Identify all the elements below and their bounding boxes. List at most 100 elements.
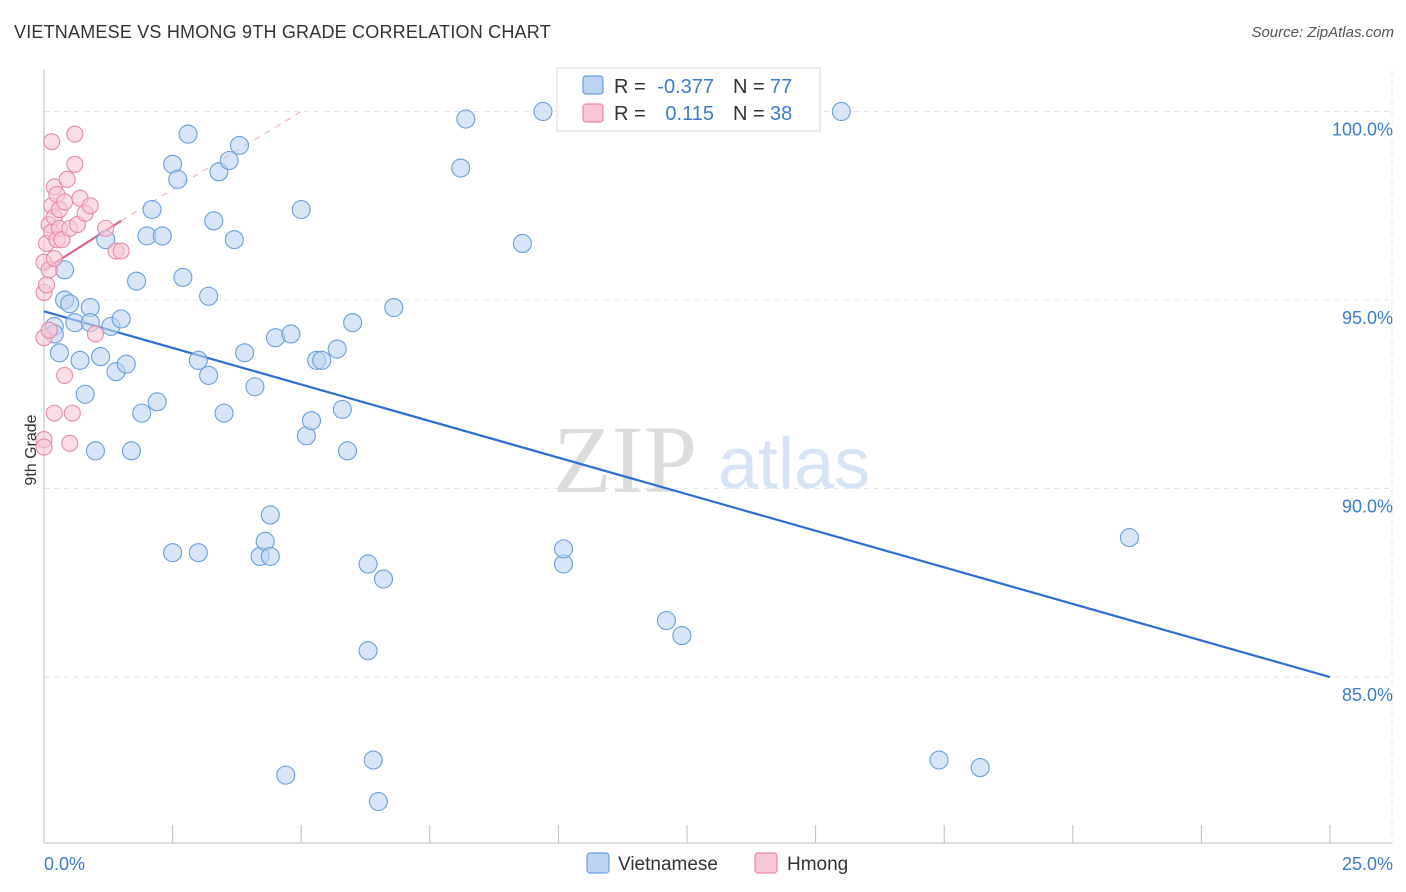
axes [43,70,1392,844]
point-vietnamese-51 [301,411,322,431]
point-vietnamese-40 [235,343,255,363]
point-vietnamese-22 [142,199,162,220]
point-vietnamese-56 [337,441,358,461]
point-vietnamese-28 [173,267,193,287]
point-vietnamese-24 [152,226,172,246]
point-vietnamese-59 [358,641,378,661]
point-vietnamese-33 [199,365,219,385]
point-vietnamese-64 [451,158,471,178]
trend-line-vietnamese [43,310,1331,679]
point-vietnamese-30 [188,543,208,563]
point-vietnamese-19 [127,271,147,291]
point-hmong-37 [112,242,130,260]
point-vietnamese-5 [60,294,80,314]
series-legend-swatch-hmong [754,852,778,874]
point-hmong-9 [40,321,58,339]
point-vietnamese-9 [75,384,95,404]
point-vietnamese-16 [111,309,131,329]
point-hmong-6 [38,276,56,294]
legend-r-label-0: R = [614,76,646,98]
watermark-atlas: atlas [718,424,870,504]
point-vietnamese-11 [85,441,105,461]
point-vietnamese-69 [553,539,574,559]
legend-n-value-1: 38 [770,103,792,125]
point-vietnamese-74 [970,758,990,778]
point-hmong-23 [56,366,74,384]
point-vietnamese-29 [178,124,198,144]
y-tick-labels: 100.0% 95.0% 90.0% 85.0% [1332,119,1393,705]
point-vietnamese-66 [512,233,532,254]
series-legend-label-hmong: Hmong [787,854,848,875]
point-vietnamese-7 [70,350,90,370]
x-tick-label-1: 25.0% [1342,854,1393,874]
point-vietnamese-71 [672,626,692,646]
legend-n-label-1: N = [733,103,765,125]
point-vietnamese-38 [224,230,244,250]
point-vietnamese-2 [49,343,69,363]
series-legend-swatch-vietnamese [586,852,610,874]
point-vietnamese-54 [327,339,347,359]
point-hmong-4 [35,438,53,456]
point-hmong-26 [61,434,79,452]
point-vietnamese-39 [229,135,250,155]
point-hmong-28 [66,155,84,173]
point-vietnamese-53 [312,350,332,370]
series-legend: Vietnamese Hmong [586,852,848,875]
point-hmong-22 [56,193,74,211]
point-vietnamese-36 [214,403,234,423]
point-hmong-29 [66,125,84,143]
point-vietnamese-72 [831,101,851,122]
point-vietnamese-31 [188,350,208,370]
point-vietnamese-75 [1119,528,1139,548]
y-tick-label-3: 85.0% [1342,685,1393,705]
point-hmong-27 [63,404,81,422]
legend-n-label-0: N = [733,76,765,98]
point-vietnamese-37 [219,150,239,171]
point-vietnamese-41 [245,377,265,397]
point-vietnamese-48 [281,324,301,344]
point-vietnamese-73 [929,750,949,770]
trend-lines [43,111,1331,679]
point-vietnamese-44 [260,546,280,566]
point-vietnamese-49 [291,199,311,220]
chart-title: VIETNAMESE VS HMONG 9TH GRADE CORRELATIO… [14,22,551,42]
point-hmong-34 [86,325,104,343]
point-vietnamese-45 [260,505,280,525]
series-legend-label-vietnamese: Vietnamese [618,854,718,875]
point-vietnamese-70 [656,610,676,631]
point-vietnamese-27 [168,169,188,189]
y-axis-label: 9th Grade [23,414,40,485]
point-hmong-33 [81,197,99,215]
point-vietnamese-63 [384,298,404,318]
watermark: ZIP atlas [553,406,870,513]
point-vietnamese-20 [132,403,152,423]
point-hmong-10 [43,133,61,151]
point-vietnamese-34 [204,211,224,231]
watermark-zip: ZIP [553,406,697,513]
legend-swatch-vietnamese [582,75,604,95]
legend-r-label-1: R = [614,103,646,125]
point-hmong-35 [97,219,115,237]
point-vietnamese-58 [358,554,378,574]
point-hmong-24 [58,170,76,188]
x-tick-label-0: 0.0% [44,854,85,874]
point-vietnamese-60 [363,750,383,770]
y-tick-label-0: 100.0% [1332,119,1393,139]
point-vietnamese-55 [332,399,352,419]
point-hmong-16 [45,404,63,422]
point-vietnamese-67 [533,101,553,122]
point-vietnamese-47 [276,765,296,785]
y-tick-label-2: 90.0% [1342,497,1393,517]
point-vietnamese-23 [147,392,167,412]
point-vietnamese-62 [373,569,394,589]
legend-r-value-0: -0.377 [657,76,714,98]
point-vietnamese-61 [368,791,388,812]
legend-r-value-1: 0.115 [665,103,714,125]
stats-legend: R = -0.377 N = 77 R = 0.115 N = 38 [556,67,821,132]
point-vietnamese-12 [91,347,111,367]
source-label: Source: ZipAtlas.com [1251,24,1394,41]
legend-swatch-hmong [582,103,604,123]
x-tick-labels: 0.0% 25.0% [44,854,1393,874]
data-points [35,101,1139,812]
